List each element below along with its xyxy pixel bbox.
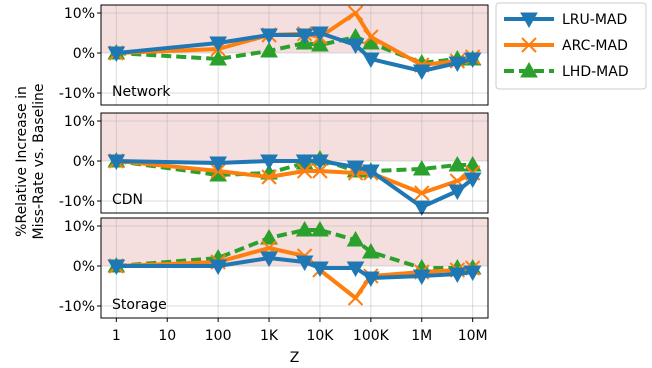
- point-lhd-mad: [209, 49, 228, 66]
- x-tick-label: 10: [158, 328, 176, 344]
- point-lru-mad: [463, 52, 482, 69]
- series-line-lhd-mad: [116, 228, 473, 270]
- point-lru-mad: [311, 26, 329, 43]
- legend-label: LHD-MAD: [562, 64, 629, 80]
- series-line-arc-mad: [116, 246, 473, 300]
- point-lru-mad: [361, 52, 380, 69]
- point-lhd-mad: [463, 155, 482, 172]
- point-arc-mad: [312, 163, 328, 179]
- point-lru-mad: [463, 172, 482, 189]
- panel-network: 10% 0% -10% Network: [59, 4, 489, 106]
- panel-label: Network: [112, 84, 171, 100]
- legend-label: ARC-MAD: [562, 38, 628, 54]
- shaded-region: [101, 5, 488, 53]
- point-lru-mad: [209, 259, 228, 276]
- y-tick-label: 10%: [64, 6, 95, 22]
- panel-label: CDN: [112, 192, 143, 208]
- point-lru-mad: [260, 154, 278, 171]
- y-axis-label-line: %Relative Increase in: [14, 86, 30, 237]
- y-tick-label: -10%: [59, 299, 95, 315]
- point-lru-mad: [311, 261, 329, 278]
- point-arc-mad: [347, 290, 364, 306]
- shaded-region: [101, 218, 488, 266]
- y-tick-label: 0%: [73, 259, 95, 275]
- point-lhd-mad: [361, 242, 380, 259]
- series-line-lru-mad: [116, 256, 473, 280]
- panel-cdn: 10% 0% -10% CDN: [59, 112, 489, 217]
- point-lru-mad: [107, 46, 126, 63]
- point-lru-mad: [412, 64, 431, 81]
- panel-frame: [100, 4, 489, 106]
- point-lru-mad: [295, 154, 314, 171]
- point-lru-mad: [346, 261, 365, 278]
- point-lru-mad: [107, 154, 126, 171]
- x-tick-label: 10K: [306, 328, 334, 344]
- legend-marker-lru-mad: [520, 12, 538, 29]
- point-lru-mad: [107, 259, 126, 276]
- x-tick-label: 1M: [411, 328, 432, 344]
- series-line-lru-mad: [116, 31, 474, 73]
- panel-frame: [100, 217, 489, 319]
- point-lru-mad: [346, 38, 365, 55]
- point-lru-mad: [260, 251, 278, 268]
- y-tick-label: -10%: [59, 194, 95, 210]
- x-tick-label: 1: [112, 328, 121, 344]
- legend-label: LRU-MAD: [562, 12, 627, 28]
- legend-marker-arc-mad: [521, 37, 537, 53]
- point-lru-mad: [311, 154, 329, 171]
- series-line-lru-mad: [116, 159, 474, 209]
- panel-label: Storage: [112, 297, 167, 313]
- point-lhd-mad: [295, 220, 314, 237]
- point-lru-mad: [448, 56, 467, 73]
- point-arc-mad: [261, 169, 277, 185]
- point-lhd-mad: [311, 220, 329, 237]
- series-line-arc-mad: [116, 11, 474, 67]
- legend: LRU-MAD ARC-MAD LHD-MAD: [495, 2, 647, 90]
- point-arc-mad: [363, 29, 379, 45]
- point-lru-mad: [448, 267, 467, 284]
- legend-box: [495, 2, 647, 90]
- legend-marker-lhd-mad: [520, 61, 538, 78]
- point-lru-mad: [295, 28, 314, 45]
- point-arc-mad: [347, 5, 364, 21]
- point-lhd-mad: [346, 230, 365, 247]
- point-lru-mad: [361, 271, 380, 288]
- panel-frame: [100, 112, 489, 214]
- y-axis-label: %Relative Increase in Miss-Rate vs. Basel…: [14, 84, 47, 240]
- series-line-arc-mad: [116, 159, 474, 195]
- y-tick-label: 0%: [73, 154, 95, 170]
- x-tick-label: 100K: [353, 328, 390, 344]
- point-arc-mad: [296, 163, 313, 179]
- point-lru-mad: [361, 164, 380, 181]
- y-tick-label: -10%: [59, 86, 95, 102]
- x-tick-labels: 1 10 100 1K 10K 100K 1M 10M: [112, 318, 488, 344]
- point-lhd-mad: [260, 228, 278, 245]
- point-lhd-mad: [412, 159, 431, 176]
- point-lhd-mad: [311, 35, 329, 52]
- point-lhd-mad: [448, 155, 467, 172]
- point-lru-mad: [346, 160, 365, 177]
- shaded-region: [101, 113, 488, 161]
- x-tick-label: 10M: [458, 328, 488, 344]
- point-lru-mad: [295, 255, 314, 272]
- point-lru-mad: [463, 265, 482, 282]
- x-tick-label: 1K: [260, 328, 279, 344]
- point-lru-mad: [412, 200, 431, 217]
- point-lru-mad: [448, 184, 467, 201]
- point-lru-mad: [209, 36, 228, 53]
- point-lru-mad: [260, 28, 278, 45]
- y-tick-label: 0%: [73, 46, 95, 62]
- point-lru-mad: [209, 156, 228, 173]
- panels: 10% 0% -10% Network 10% 0% -10% CDN 10% 0% -10% Sto…: [59, 4, 489, 319]
- y-axis-label-line: Miss-Rate vs. Baseline: [31, 84, 47, 240]
- panel-storage: 10% 0% -10% Storage: [59, 217, 489, 319]
- point-arc-mad: [414, 185, 430, 201]
- y-tick-label: 10%: [64, 219, 95, 235]
- y-tick-label: 10%: [64, 114, 95, 130]
- x-axis-label: Z: [290, 350, 300, 366]
- point-lhd-mad: [260, 41, 278, 58]
- x-tick-label: 100: [205, 328, 232, 344]
- point-lru-mad: [412, 269, 431, 286]
